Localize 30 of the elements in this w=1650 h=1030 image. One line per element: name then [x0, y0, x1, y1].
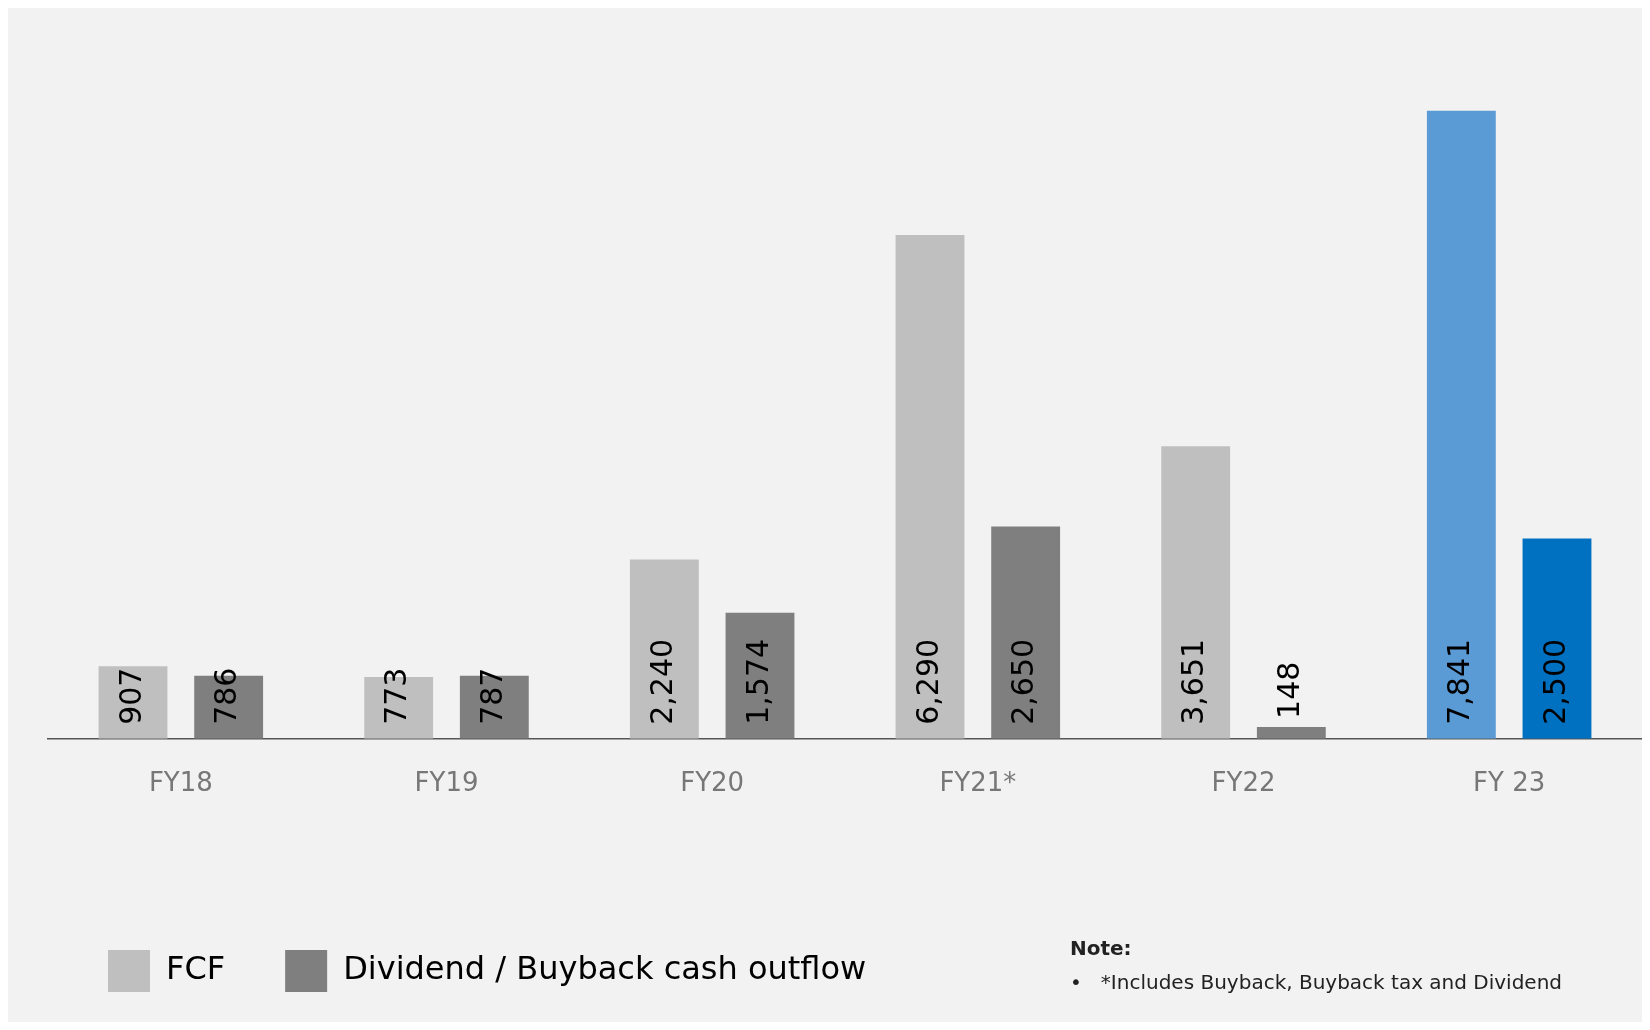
- data-label: 6,290: [909, 638, 945, 725]
- text: Note:: [1070, 936, 1132, 961]
- data-label: 3,651: [1175, 638, 1211, 725]
- legend-label: Dividend / Buyback cash outflow: [343, 949, 867, 988]
- data-label: 148: [1271, 661, 1307, 719]
- text: • *Includes Buyback, Buyback tax and Dividend: [1070, 970, 1563, 995]
- data-label: 7,841: [1441, 638, 1477, 725]
- bar: [1426, 110, 1496, 739]
- data-label: 2,650: [1005, 638, 1041, 725]
- data-label: 787: [474, 667, 510, 725]
- bar: [895, 234, 965, 739]
- x-tick-label: FY20: [680, 767, 745, 798]
- data-label: 2,500: [1536, 638, 1572, 725]
- x-tick-label: FY19: [414, 767, 479, 798]
- x-tick-label: FY22: [1211, 767, 1276, 798]
- bar: [725, 612, 795, 739]
- bar: [1522, 538, 1592, 739]
- legend-label: FCF: [166, 949, 226, 988]
- data-label: 907: [112, 667, 148, 725]
- bar: [629, 559, 699, 739]
- x-tick-label: FY21*: [939, 767, 1017, 798]
- x-tick-label: FY 23: [1473, 767, 1546, 798]
- data-label: 1,574: [739, 638, 775, 725]
- x-tick-label: FY18: [148, 767, 213, 798]
- data-label: 2,240: [644, 638, 680, 725]
- bar: [1161, 446, 1231, 739]
- data-label: 786: [208, 667, 244, 725]
- bar: [1256, 726, 1326, 739]
- data-label: 773: [378, 667, 414, 725]
- bar: [991, 526, 1061, 739]
